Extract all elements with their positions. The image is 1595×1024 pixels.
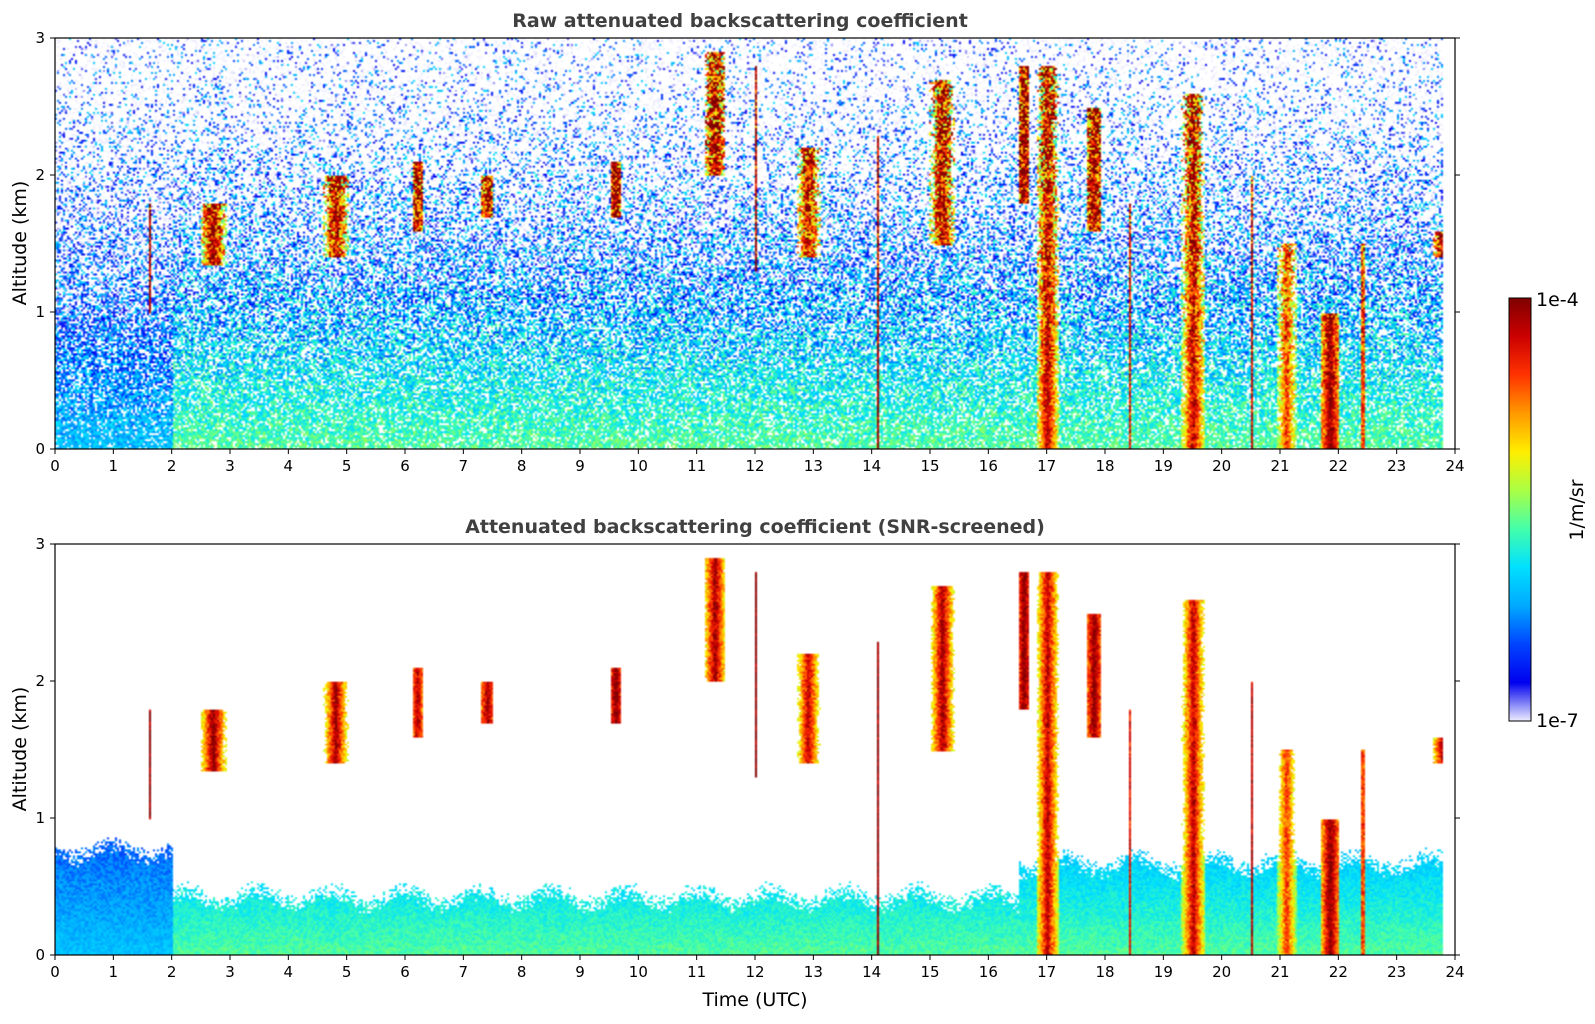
x-tick-label: 12 [745, 963, 764, 981]
x-tick-label: 21 [1270, 963, 1289, 981]
x-tick-label: 22 [1329, 963, 1348, 981]
x-tick-label: 3 [225, 457, 235, 475]
panel-raw-x-axis: 0 1 2 3 4 5 6 7 8 9 10 11 12 13 14 15 16 17 18 19 20 21 22 23 24 [50, 449, 1465, 475]
x-tick-label: 2 [167, 963, 177, 981]
y-tick-label: 1 [35, 303, 45, 321]
x-tick-label: 22 [1329, 457, 1348, 475]
panel-screened-title: Attenuated backscattering coefficient (S… [465, 516, 1045, 538]
x-tick-label: 17 [1037, 963, 1056, 981]
panel-raw-title: Raw attenuated backscattering coefficien… [512, 10, 968, 32]
y-tick-label: 2 [35, 672, 45, 690]
colorbar-gradient [1508, 297, 1532, 722]
y-tick-label: 2 [35, 166, 45, 184]
x-tick-label: 19 [1154, 963, 1173, 981]
x-tick-label: 4 [284, 963, 294, 981]
x-tick-label: 15 [920, 457, 939, 475]
x-tick-label: 1 [109, 457, 119, 475]
y-tick-label: 3 [35, 535, 45, 553]
x-tick-label: 5 [342, 963, 352, 981]
panel-screened-x-axis: 0 1 2 3 4 5 6 7 8 9 10 11 12 13 14 15 16 17 18 19 20 21 22 23 24 [50, 955, 1465, 981]
panel-screened-xlabel: Time (UTC) [701, 989, 807, 1011]
x-tick-label: 5 [342, 457, 352, 475]
x-tick-label: 6 [400, 963, 410, 981]
x-tick-label: 7 [459, 963, 469, 981]
y-tick-label: 0 [35, 440, 45, 458]
y-tick-label: 3 [35, 29, 45, 47]
panel-screened-ylabel: Altitude (km) [9, 687, 31, 812]
x-tick-label: 10 [629, 457, 648, 475]
panel-screened-y-axis: 0 1 2 3 [35, 535, 1460, 964]
x-tick-label: 13 [804, 963, 823, 981]
x-tick-label: 14 [862, 963, 881, 981]
x-tick-label: 8 [517, 457, 527, 475]
x-tick-label: 14 [862, 457, 881, 475]
x-tick-label: 23 [1387, 457, 1406, 475]
x-tick-label: 17 [1037, 457, 1056, 475]
x-tick-label: 1 [109, 963, 119, 981]
x-tick-label: 20 [1212, 963, 1231, 981]
x-tick-label: 6 [400, 457, 410, 475]
x-tick-label: 10 [629, 963, 648, 981]
x-tick-label: 9 [575, 457, 585, 475]
x-tick-label: 18 [1095, 963, 1114, 981]
x-tick-label: 19 [1154, 457, 1173, 475]
y-tick-label: 1 [35, 809, 45, 827]
x-tick-label: 24 [1445, 963, 1464, 981]
y-tick-label: 0 [35, 946, 45, 964]
x-tick-label: 0 [50, 457, 60, 475]
x-tick-label: 9 [575, 963, 585, 981]
x-tick-label: 15 [920, 963, 939, 981]
x-tick-label: 16 [979, 457, 998, 475]
panel-screened-heatmap [55, 544, 1455, 955]
x-tick-label: 16 [979, 963, 998, 981]
x-tick-label: 21 [1270, 457, 1289, 475]
x-tick-label: 7 [459, 457, 469, 475]
x-tick-label: 18 [1095, 457, 1114, 475]
x-tick-label: 12 [745, 457, 764, 475]
panel-raw: Raw attenuated backscattering coefficien… [9, 10, 1465, 475]
x-tick-label: 8 [517, 963, 527, 981]
colorbar: 1e-4 1e-7 1/m/sr [1508, 289, 1588, 732]
panel-raw-ylabel: Altitude (km) [9, 181, 31, 306]
x-tick-label: 23 [1387, 963, 1406, 981]
colorbar-unit-label: 1/m/sr [1566, 479, 1588, 540]
x-tick-label: 4 [284, 457, 294, 475]
x-tick-label: 2 [167, 457, 177, 475]
x-tick-label: 3 [225, 963, 235, 981]
x-tick-label: 13 [804, 457, 823, 475]
x-tick-label: 24 [1445, 457, 1464, 475]
x-tick-label: 0 [50, 963, 60, 981]
x-tick-label: 11 [687, 963, 706, 981]
panel-screened: Attenuated backscattering coefficient (S… [9, 516, 1465, 1011]
panel-raw-y-axis: 0 1 2 3 [35, 29, 1460, 458]
colorbar-min-label: 1e-7 [1536, 710, 1579, 732]
x-tick-label: 20 [1212, 457, 1231, 475]
panel-raw-heatmap [55, 38, 1455, 449]
x-tick-label: 11 [687, 457, 706, 475]
colorbar-max-label: 1e-4 [1536, 289, 1579, 311]
